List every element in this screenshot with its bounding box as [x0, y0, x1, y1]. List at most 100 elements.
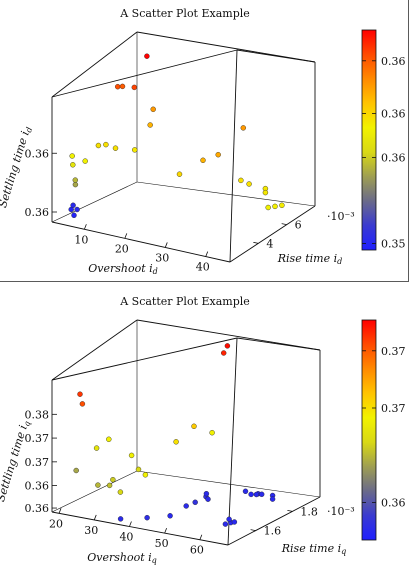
scatter-point	[93, 445, 100, 451]
y-tick-mark	[250, 529, 256, 531]
scatter-point	[224, 343, 231, 349]
panel-gap	[0, 282, 409, 287]
colorbar-tick-label: 0.37	[381, 402, 406, 415]
x-tick-label: 40	[119, 531, 133, 544]
chart-id: A Scatter Plot Example 10203040460.360.3…	[0, 7, 406, 276]
scatter-point	[117, 516, 124, 522]
scatter-panel-iq: A Scatter Plot Example 20 30 40 50 60 1.6 1.8 0…	[0, 287, 409, 569]
z-tick-label: 0.36	[25, 502, 50, 515]
colorbar-ticks: 0.36 0.36 0.36 0.35	[362, 55, 406, 250]
colorbar-tick-label: 0.36	[381, 55, 406, 68]
box-edge	[51, 337, 238, 381]
box-edge	[236, 337, 321, 351]
x-axis-label: Overshoot id	[88, 262, 158, 276]
scatter-points	[73, 343, 276, 527]
x-tick-mark	[199, 534, 203, 540]
colorbar-tick-label: 0.35	[381, 237, 406, 250]
y-tick-label: 4	[266, 237, 273, 250]
z-tick-label: 0.36	[25, 147, 50, 160]
y-tick-mark	[281, 223, 287, 226]
x-tick-label: 10	[74, 233, 88, 246]
colorbar	[361, 319, 377, 541]
scatter-point	[246, 181, 252, 187]
scatter-point	[106, 482, 113, 489]
scatter-point	[209, 429, 215, 436]
scatter-point	[150, 106, 156, 113]
scatter-point	[238, 177, 244, 184]
scatter-panel-id: A Scatter Plot Example 10 20 30 40 4 6 0.36 0.3…	[0, 0, 409, 282]
scatter-point	[242, 488, 249, 495]
box-edge	[227, 337, 238, 546]
scatter-point	[131, 147, 138, 153]
z-tick-label: 0.37	[25, 432, 50, 445]
scatter-point	[131, 84, 138, 91]
y-tick-label: 1.8	[300, 505, 318, 518]
axis-box	[51, 319, 321, 546]
x-tick-label: 40	[196, 261, 210, 274]
colorbar-tick-label: 0.36	[381, 152, 406, 165]
scatter-point	[192, 499, 198, 506]
scatter-point	[69, 153, 75, 159]
x-tick-mark	[83, 224, 87, 230]
y-tick-mark	[253, 241, 259, 244]
box-edge	[51, 319, 138, 381]
scatter-point	[265, 204, 271, 211]
colorbar-tick-label: 0.36	[381, 497, 406, 510]
scatter-point	[147, 122, 153, 128]
box-edge	[229, 205, 316, 263]
box-edge	[136, 181, 316, 207]
scatter-point	[226, 516, 232, 523]
chart-title: A Scatter Plot Example	[119, 295, 250, 308]
x-tick-label: 50	[155, 537, 169, 550]
scatter-point	[176, 171, 183, 177]
scatter-point	[79, 401, 86, 407]
y-tick-label: 6	[295, 219, 302, 232]
scatter-point	[77, 391, 83, 397]
y-tick-label: 1.6	[264, 525, 282, 538]
z-axis-label: Settling time id	[0, 125, 34, 210]
box-edge	[229, 49, 238, 263]
scatter-point	[272, 203, 278, 210]
scatter-point	[200, 157, 206, 164]
chart-title: A Scatter Plot Example	[119, 7, 250, 20]
x-tick-label: 30	[155, 251, 169, 264]
colorbar	[361, 29, 377, 251]
x-tick-label: 20	[49, 517, 63, 530]
axis-ticks: 10 20 30 40 4 6 0.36 0.36	[25, 147, 302, 273]
scatter-point	[231, 519, 238, 525]
scatter-point	[220, 350, 227, 356]
scatter-point	[253, 491, 260, 498]
scatter-point	[259, 491, 265, 498]
scatter-point	[106, 436, 112, 443]
y-multiplier: ·10⁻³	[327, 505, 355, 518]
scatter-point	[248, 491, 254, 498]
scatter-point	[183, 503, 189, 509]
box-edge	[51, 470, 138, 513]
y-axis-label: Rise time id	[277, 252, 342, 266]
scatter-point	[142, 472, 149, 478]
scatter-point	[279, 202, 285, 209]
x-tick-mark	[129, 521, 132, 527]
box-edge	[236, 49, 316, 63]
scatter-point	[71, 212, 77, 219]
scatter-point	[191, 423, 197, 430]
scatter-point	[269, 496, 276, 502]
colorbar-ticks: 0.37 0.37 0.36	[362, 345, 406, 510]
scatter-point	[70, 202, 76, 209]
scatter-point	[110, 476, 116, 483]
x-tick-mark	[164, 527, 168, 534]
scatter-point	[72, 181, 79, 188]
scatter-point	[72, 177, 79, 183]
box-edge	[136, 319, 321, 351]
box-edge	[51, 511, 229, 546]
x-tick-mark	[124, 233, 128, 239]
scatter-point	[215, 151, 221, 158]
scatter-point	[70, 162, 76, 168]
scatter-point	[222, 521, 229, 527]
scatter-point	[167, 513, 173, 519]
scatter-point	[95, 482, 101, 488]
scatter-point	[73, 467, 79, 474]
scatter-point	[144, 514, 150, 521]
box-edge	[51, 221, 231, 263]
y-tick-mark	[287, 510, 293, 512]
